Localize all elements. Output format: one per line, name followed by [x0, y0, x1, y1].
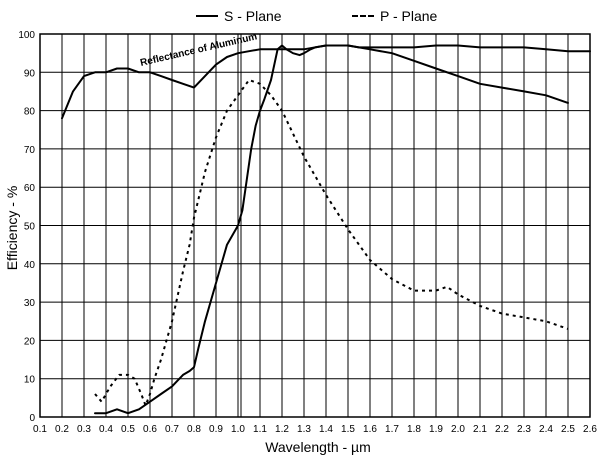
x-tick-label: 2.6: [583, 424, 597, 435]
y-tick-label: 20: [24, 336, 36, 347]
x-tick-label: 2.2: [495, 424, 509, 435]
x-tick-label: 0.8: [187, 424, 201, 435]
x-tick-label: 1.4: [319, 424, 333, 435]
x-tick-label: 2.3: [517, 424, 531, 435]
x-tick-label: 0.4: [99, 424, 113, 435]
legend-label-s-plane: S - Plane: [224, 8, 282, 24]
series-line-s-plane: [94, 44, 591, 415]
y-tick-label: 90: [24, 68, 36, 79]
x-tick-label: 2.5: [561, 424, 575, 435]
legend-swatch-solid: [196, 15, 218, 17]
y-tick-labels: 0 10 20 30 40 50 60 70 80 90 100: [18, 30, 35, 424]
aluminum-annotation: Reflectance of Aluminum: [139, 31, 258, 69]
legend: S - Plane P - Plane: [196, 6, 466, 26]
y-tick-label: 60: [24, 183, 36, 194]
legend-item-p-plane: P - Plane: [352, 6, 437, 26]
x-tick-label: 1.2: [275, 424, 289, 435]
legend-label-p-plane: P - Plane: [380, 8, 438, 24]
x-tick-label: 0.2: [55, 424, 69, 435]
x-tick-label: 0.6: [143, 424, 157, 435]
x-tick-label: 1.3: [297, 424, 311, 435]
x-axis-label: Wavelength - µm: [265, 439, 371, 455]
y-axis-label: Efficiency - %: [4, 185, 20, 271]
x-tick-label: 2.1: [473, 424, 487, 435]
y-tick-label: 30: [24, 298, 36, 309]
grid: [39, 33, 591, 418]
x-tick-label: 0.9: [209, 424, 223, 435]
x-tick-label: 1.0: [231, 424, 245, 435]
x-tick-label: 0.3: [77, 424, 91, 435]
series-line-reflectance-of-aluminum: [61, 44, 569, 120]
legend-swatch-dashed: [352, 15, 374, 17]
x-tick-label: 1.5: [341, 424, 355, 435]
x-tick-label: 2.4: [539, 424, 553, 435]
x-tick-label: 0.1: [33, 424, 47, 435]
series-line-p-plane: [94, 79, 569, 407]
plot-frame: [39, 33, 591, 418]
x-tick-label: 2.0: [451, 424, 465, 435]
legend-item-s-plane: S - Plane: [196, 6, 282, 26]
annotation-layer: Reflectance of Aluminum: [139, 31, 258, 69]
y-tick-label: 0: [29, 413, 35, 424]
x-tick-label: 0.7: [165, 424, 179, 435]
x-tick-label: 1.7: [385, 424, 399, 435]
x-tick-label: 0.5: [121, 424, 135, 435]
y-tick-label: 80: [24, 107, 36, 118]
y-tick-label: 10: [24, 375, 36, 386]
y-tick-label: 100: [18, 30, 35, 41]
x-tick-labels: 0.1 0.2 0.3 0.4 0.5 0.6 0.7 0.8 0.9 1.0 1.1 1.2 1.3 1…: [33, 424, 597, 435]
x-tick-label: 1.8: [407, 424, 421, 435]
x-tick-label: 1.6: [363, 424, 377, 435]
y-tick-label: 50: [24, 222, 36, 233]
x-tick-label: 1.1: [253, 424, 267, 435]
plot-border: [39, 33, 591, 418]
y-tick-label: 40: [24, 260, 36, 271]
y-tick-label: 70: [24, 145, 36, 156]
x-tick-label: 1.9: [429, 424, 443, 435]
series-layer: [61, 44, 591, 415]
